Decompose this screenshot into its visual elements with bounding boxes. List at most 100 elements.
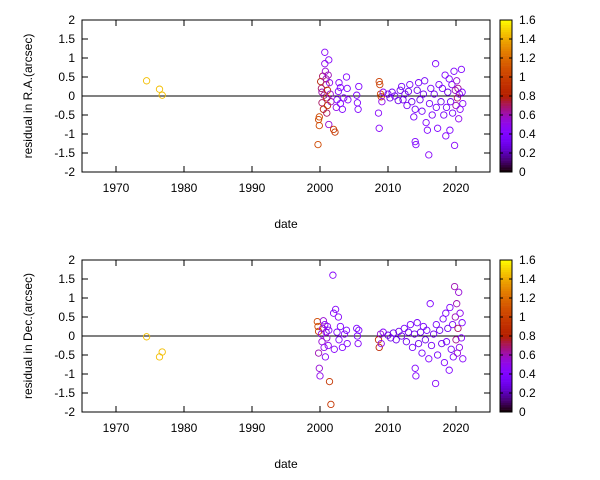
- data-point: [442, 338, 451, 346]
- x-tick-label: 2010: [375, 421, 402, 435]
- colorbar-segment: [500, 324, 512, 327]
- data-point: [319, 317, 328, 325]
- y-tick-label: 1.5: [58, 272, 75, 286]
- colorbar-segment: [500, 293, 512, 296]
- data-point: [355, 82, 363, 91]
- colorbar-segment: [500, 267, 512, 270]
- data-point: [384, 90, 392, 98]
- data-point: [325, 377, 334, 386]
- data-point: [448, 80, 456, 89]
- data-points: [142, 271, 467, 409]
- colorbar-tick-label: 1.4: [519, 272, 536, 286]
- data-point: [327, 400, 335, 409]
- data-point: [314, 322, 322, 331]
- colorbar-segment: [500, 305, 512, 308]
- data-point: [402, 338, 411, 346]
- data-point: [454, 84, 462, 93]
- colorbar-tick-label: 0.2: [519, 146, 536, 160]
- data-point: [335, 336, 343, 344]
- colorbar-segment: [500, 395, 512, 399]
- data-point: [379, 88, 387, 96]
- data-point: [315, 121, 323, 130]
- colorbar-segment: [500, 283, 512, 287]
- data-point: [432, 320, 440, 329]
- colorbar-segment: [500, 298, 512, 301]
- data-point: [323, 86, 332, 94]
- data-point: [422, 118, 430, 127]
- colorbar: 0 0.2 0.4 0.6 0.8 1 1.2 1.4 1.6: [499, 253, 536, 419]
- data-point: [377, 339, 385, 348]
- data-point: [450, 141, 459, 150]
- colorbar-segment: [500, 302, 512, 306]
- data-point: [333, 96, 341, 104]
- colorbar-segment: [500, 48, 512, 52]
- data-point: [404, 328, 413, 336]
- colorbar-segment: [500, 29, 512, 33]
- colorbar-segment: [500, 157, 512, 161]
- colorbar-segment: [500, 20, 512, 23]
- colorbar-segment: [500, 352, 512, 356]
- data-point: [403, 101, 411, 110]
- colorbar-tick-label: 0.4: [519, 127, 536, 141]
- colorbar-segment: [500, 169, 512, 173]
- data-point: [444, 88, 452, 96]
- colorbar-segment: [500, 98, 512, 102]
- colorbar-segment: [500, 347, 512, 351]
- data-point: [321, 353, 330, 361]
- data-point: [438, 84, 447, 93]
- colorbar: 0 0.2 0.4 0.6 0.8 1 1.2 1.4 1.6: [499, 13, 536, 179]
- colorbar-segment: [500, 31, 512, 35]
- y-tick-label: -0.5: [54, 108, 75, 122]
- data-point: [375, 77, 383, 86]
- colorbar-segment: [500, 65, 512, 68]
- data-point: [325, 326, 333, 334]
- data-point: [327, 98, 335, 106]
- data-point: [446, 303, 454, 312]
- data-point: [332, 103, 340, 112]
- colorbar-tick-label: 0: [519, 405, 526, 419]
- data-point: [452, 101, 460, 110]
- y-tick-label: -1: [64, 367, 75, 381]
- data-point: [404, 87, 413, 96]
- data-point: [344, 96, 352, 104]
- colorbar-segment: [500, 359, 512, 363]
- colorbar-segment: [500, 117, 512, 121]
- colorbar-segment: [500, 43, 512, 47]
- colorbar-segment: [500, 279, 512, 282]
- colorbar-segment: [500, 107, 512, 111]
- data-point: [375, 124, 383, 132]
- colorbar-tick-label: 0.6: [519, 108, 536, 122]
- colorbar-tick-label: 1.2: [519, 291, 536, 305]
- colorbar-segment: [500, 84, 512, 87]
- colorbar-segment: [500, 388, 512, 391]
- colorbar-segment: [500, 86, 512, 90]
- colorbar-segment: [500, 36, 512, 40]
- data-point: [432, 103, 440, 112]
- data-point: [439, 315, 447, 323]
- data-point: [421, 336, 430, 344]
- data-point: [323, 322, 332, 331]
- data-point: [453, 300, 461, 308]
- data-point: [334, 87, 343, 96]
- data-point: [334, 313, 343, 321]
- colorbar-segment: [500, 362, 512, 365]
- colorbar-segment: [500, 381, 512, 384]
- data-point: [354, 339, 362, 348]
- colorbar-segment: [500, 307, 512, 311]
- data-point: [447, 345, 455, 353]
- data-point: [453, 94, 462, 102]
- colorbar-segment: [500, 122, 512, 125]
- colorbar-segment: [500, 160, 512, 163]
- data-point: [430, 90, 438, 98]
- colorbar-tick-label: 0.4: [519, 367, 536, 381]
- colorbar-segment: [500, 58, 512, 61]
- x-tick-label: 1980: [171, 421, 198, 435]
- colorbar-segment: [500, 55, 512, 59]
- colorbar-tick-label: 0.2: [519, 386, 536, 400]
- data-point: [342, 73, 351, 81]
- colorbar-segment: [500, 145, 512, 149]
- colorbar-segment: [500, 321, 512, 325]
- data-point: [418, 349, 426, 357]
- colorbar-segment: [500, 331, 512, 334]
- data-point: [450, 282, 459, 291]
